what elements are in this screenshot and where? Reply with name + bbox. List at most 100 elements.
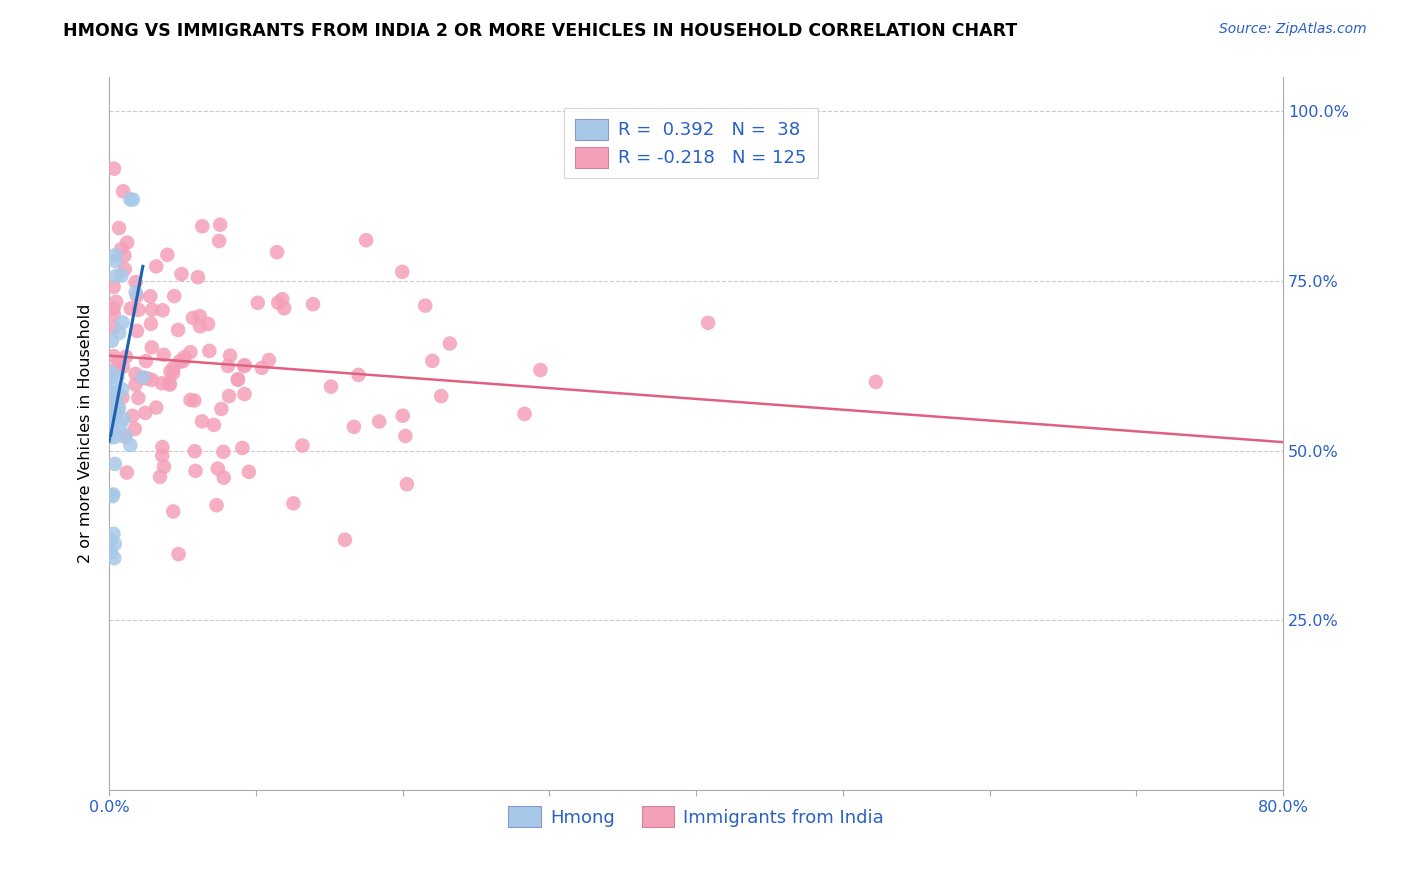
Point: [105, 370, 128, 384]
Point: [233, 387, 256, 401]
Point: [120, 438, 142, 452]
Point: [100, 410, 122, 425]
Point: [865, 375, 887, 389]
Point: [115, 350, 138, 364]
Point: [159, 376, 181, 390]
Point: [208, 234, 231, 248]
Point: [183, 393, 205, 408]
Point: [181, 310, 204, 325]
Point: [103, 424, 125, 438]
Point: [139, 289, 162, 303]
Point: [101, 368, 124, 383]
Point: [103, 161, 125, 176]
Point: [319, 379, 342, 393]
Point: [103, 487, 125, 501]
Point: [226, 373, 249, 387]
Point: [104, 254, 127, 268]
Point: [152, 348, 174, 362]
Point: [170, 267, 193, 281]
Point: [218, 389, 240, 403]
Point: [125, 324, 148, 338]
Point: [103, 407, 125, 421]
Point: [100, 545, 122, 559]
Point: [246, 295, 269, 310]
Point: [136, 371, 159, 385]
Point: [188, 319, 211, 334]
Point: [209, 218, 232, 232]
Legend: Hmong, Immigrants from India: Hmong, Immigrants from India: [501, 799, 891, 834]
Point: [111, 382, 134, 396]
Point: [125, 289, 148, 303]
Y-axis label: 2 or more Vehicles in Household: 2 or more Vehicles in Household: [79, 304, 93, 564]
Point: [103, 526, 125, 541]
Point: [108, 401, 131, 415]
Text: HMONG VS IMMIGRANTS FROM INDIA 2 OR MORE VEHICLES IN HOUSEHOLD CORRELATION CHART: HMONG VS IMMIGRANTS FROM INDIA 2 OR MORE…: [63, 22, 1018, 40]
Point: [219, 349, 242, 363]
Point: [217, 359, 239, 373]
Point: [104, 362, 127, 376]
Point: [145, 401, 167, 415]
Point: [108, 326, 131, 340]
Point: [162, 504, 184, 518]
Point: [187, 270, 209, 285]
Point: [105, 407, 128, 421]
Point: [202, 417, 225, 432]
Point: [233, 359, 256, 374]
Point: [150, 376, 173, 391]
Point: [120, 193, 142, 207]
Point: [107, 402, 129, 417]
Point: [205, 498, 228, 512]
Point: [413, 299, 436, 313]
Point: [127, 302, 149, 317]
Point: [179, 392, 201, 407]
Point: [439, 336, 461, 351]
Point: [124, 422, 146, 436]
Point: [179, 345, 201, 359]
Point: [191, 414, 214, 428]
Point: [132, 370, 155, 384]
Point: [108, 355, 131, 369]
Point: [368, 415, 391, 429]
Point: [124, 285, 146, 300]
Point: [124, 275, 146, 289]
Point: [141, 340, 163, 354]
Point: [124, 367, 146, 381]
Point: [104, 392, 127, 406]
Point: [267, 295, 290, 310]
Point: [529, 363, 551, 377]
Point: [273, 301, 295, 316]
Point: [111, 359, 134, 374]
Point: [238, 465, 260, 479]
Point: [207, 461, 229, 475]
Point: [159, 365, 181, 379]
Point: [100, 365, 122, 379]
Point: [103, 349, 125, 363]
Point: [111, 390, 134, 404]
Point: [110, 417, 132, 431]
Point: [212, 470, 235, 484]
Point: [257, 353, 280, 368]
Point: [152, 440, 174, 454]
Text: Source: ZipAtlas.com: Source: ZipAtlas.com: [1219, 22, 1367, 37]
Point: [391, 265, 413, 279]
Point: [150, 449, 173, 463]
Point: [121, 193, 143, 207]
Point: [104, 457, 127, 471]
Point: [111, 315, 134, 329]
Point: [132, 371, 155, 385]
Point: [120, 301, 142, 316]
Point: [114, 430, 136, 444]
Point: [184, 464, 207, 478]
Point: [110, 268, 132, 283]
Point: [162, 366, 184, 380]
Point: [395, 477, 418, 491]
Point: [141, 302, 163, 317]
Point: [149, 470, 172, 484]
Point: [135, 354, 157, 368]
Point: [103, 401, 125, 416]
Point: [105, 294, 128, 309]
Point: [115, 466, 138, 480]
Point: [697, 316, 720, 330]
Point: [121, 409, 143, 423]
Point: [226, 372, 249, 386]
